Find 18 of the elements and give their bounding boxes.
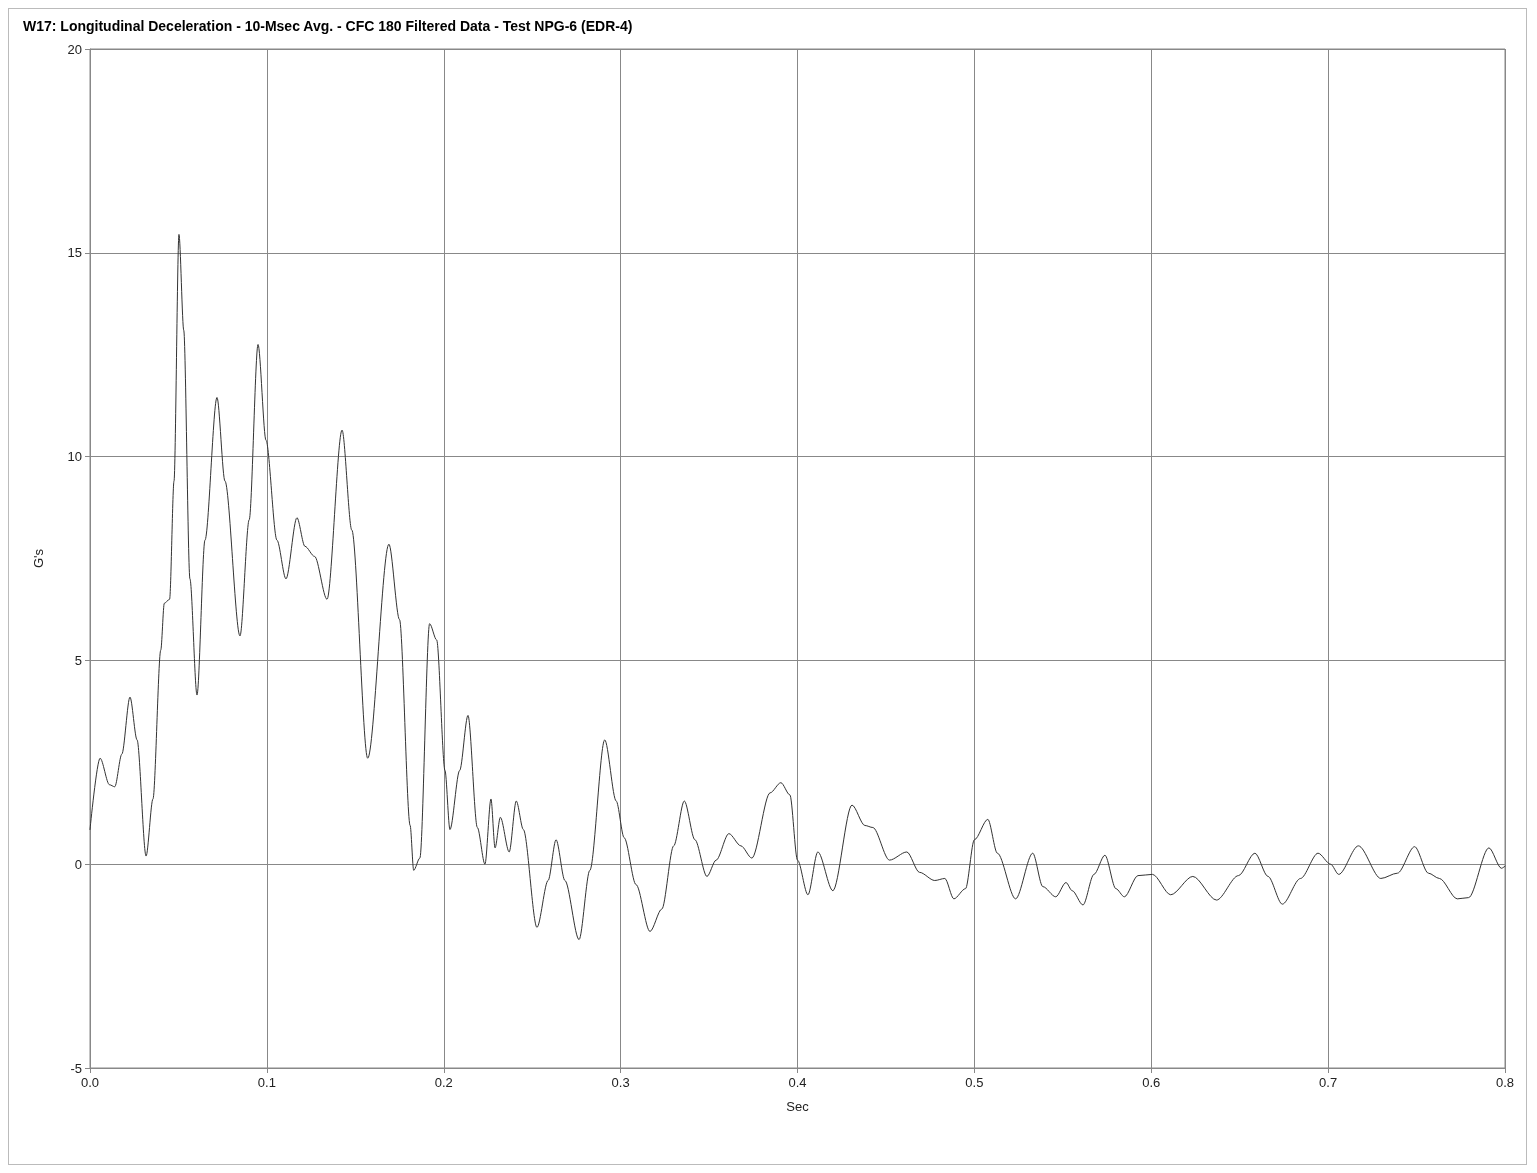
- x-tick-label: 0.7: [1319, 1075, 1338, 1090]
- y-tick-label: 0: [74, 856, 82, 872]
- x-tick-label: 0.0: [80, 1075, 100, 1090]
- y-tick-label: 15: [67, 245, 82, 261]
- y-tick-label: -5: [70, 1060, 82, 1076]
- chart-title: W17: Longitudinal Deceleration - 10-Msec Avg. - CFC 180 Filtered Data - Test NPG-6 (EDR-4): [23, 18, 633, 34]
- x-tick-label: 0.2: [434, 1075, 453, 1090]
- x-tick-label: 0.5: [965, 1075, 984, 1090]
- x-axis-title: Sec: [786, 1099, 810, 1114]
- y-tick-label: 20: [67, 41, 82, 57]
- y-axis-title: G's: [31, 548, 46, 569]
- y-tick-label: 10: [67, 449, 82, 465]
- x-tick-label: 0.6: [1142, 1075, 1161, 1090]
- y-tick-label: 5: [74, 652, 82, 668]
- x-tick-label: 0.8: [1495, 1075, 1515, 1090]
- x-tick-label: 0.3: [611, 1075, 630, 1090]
- x-tick-label: 0.4: [788, 1075, 807, 1090]
- x-tick-label: 0.1: [257, 1075, 276, 1090]
